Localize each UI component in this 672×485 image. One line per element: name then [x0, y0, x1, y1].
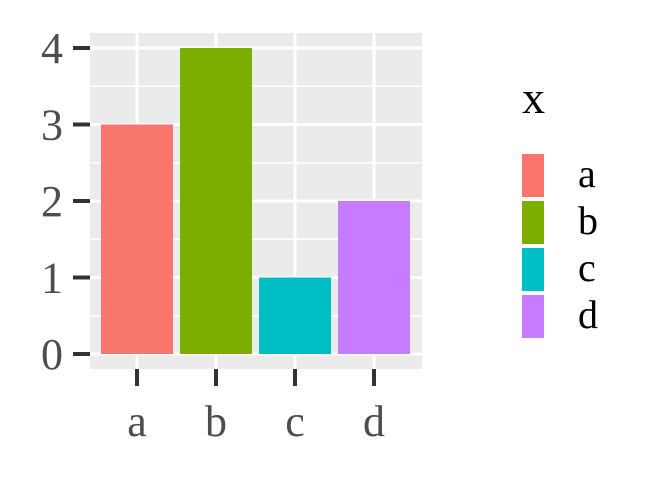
y-tick-label: 0 — [41, 330, 63, 379]
x-tick-label: d — [363, 397, 385, 446]
legend-key-a — [522, 154, 544, 197]
bar-a — [101, 124, 173, 354]
bars — [101, 48, 410, 354]
legend-key-c — [522, 248, 544, 291]
legend-label: a — [578, 151, 596, 196]
x-tick-label: c — [285, 397, 305, 446]
x-tick-label: a — [127, 397, 147, 446]
legend-label: c — [578, 245, 596, 290]
legend-label: b — [578, 198, 598, 243]
legend-key-b — [522, 201, 544, 244]
x-axis: a b c d — [127, 369, 385, 446]
bar-c — [259, 277, 331, 354]
x-tick-label: b — [205, 397, 227, 446]
y-tick-label: 4 — [41, 24, 63, 73]
legend-key-d — [522, 295, 544, 338]
bar-b — [180, 48, 252, 354]
y-axis: 0 1 2 3 4 — [41, 24, 90, 379]
y-tick-label: 3 — [41, 101, 63, 150]
bar-d — [338, 201, 410, 354]
legend-title: x — [522, 72, 545, 123]
y-tick-label: 1 — [41, 254, 63, 303]
legend-label: d — [578, 292, 598, 337]
y-tick-label: 2 — [41, 177, 63, 226]
